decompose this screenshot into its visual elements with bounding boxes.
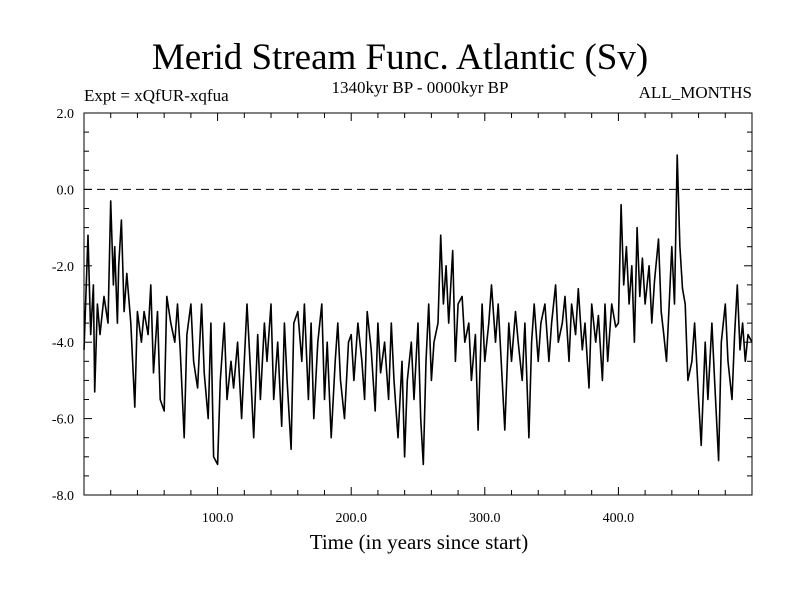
x-tick-label: 300.0 — [469, 511, 501, 526]
y-tick-label: 2.0 — [57, 107, 75, 122]
plot-frame — [83, 112, 753, 496]
y-tick-label: -8.0 — [52, 489, 74, 504]
x-axis-label: Time (in years since start) — [309, 530, 529, 554]
series-line — [83, 154, 753, 466]
months-label: ALL_MONTHS — [638, 83, 752, 102]
y-tick-label: -6.0 — [52, 413, 74, 428]
time-range-label: 1340kyr BP - 0000kyr BP — [331, 78, 509, 97]
y-tick-label: -4.0 — [52, 336, 74, 351]
x-tick-label: 100.0 — [202, 511, 234, 526]
y-tick-label: -2.0 — [52, 260, 74, 275]
chart-title: Merid Stream Func. Atlantic (Sv) — [151, 37, 649, 78]
x-tick-label: 200.0 — [335, 511, 367, 526]
experiment-label: Expt = xQfUR-xqfua — [84, 86, 229, 105]
y-tick-label: 0.0 — [57, 183, 75, 198]
x-tick-label: 400.0 — [603, 511, 635, 526]
